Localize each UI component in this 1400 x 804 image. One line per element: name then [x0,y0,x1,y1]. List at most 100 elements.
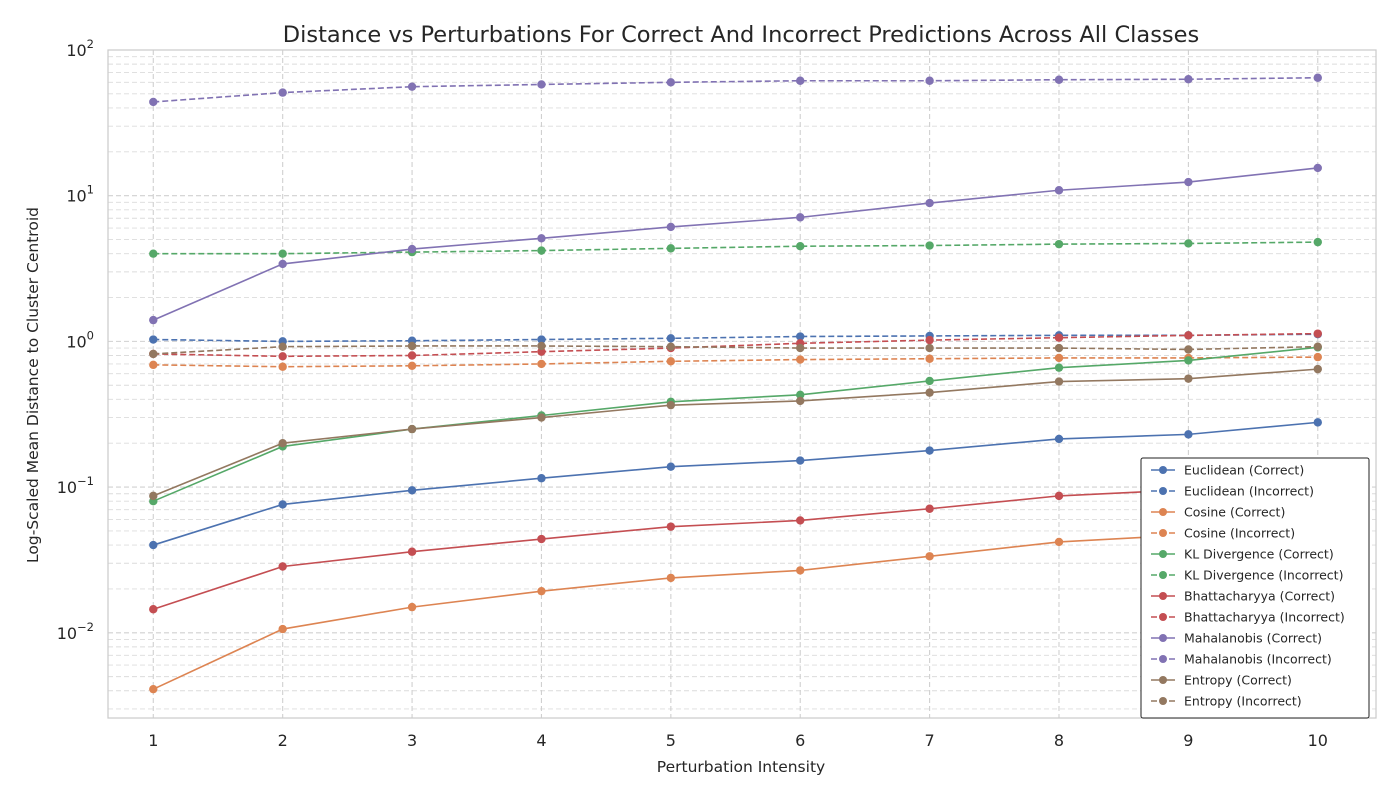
data-point [407,361,417,370]
data-point [278,439,287,448]
data-point [666,400,676,410]
data-point [407,341,417,351]
data-point [925,354,934,363]
data-point [537,534,546,544]
series-line [153,332,1318,358]
data-point [1054,343,1064,353]
series-line [153,421,1318,546]
data-point [666,244,676,253]
data-point [796,516,805,525]
legend-swatch-marker [1159,529,1167,537]
data-point [537,234,546,243]
data-point [1184,374,1193,383]
data-point [149,315,158,325]
data-point [925,552,934,561]
legend-item: Entropy (Incorrect) [1151,694,1302,709]
data-point [925,388,934,397]
data-point [1184,75,1193,84]
data-point [407,424,417,434]
legend-swatch-marker [1159,676,1167,684]
series-lines [149,73,1322,694]
legend-swatch-marker [1159,466,1167,474]
data-point [278,362,287,371]
y-tick-label: 10−2 [57,620,94,643]
chart-title: Distance vs Perturbations For Correct An… [283,22,1199,48]
x-tick-label: 9 [1183,731,1193,750]
legend-label: Mahalanobis (Incorrect) [1184,652,1332,667]
x-tick-label: 7 [925,731,935,750]
data-point [537,341,546,351]
data-point [796,242,805,251]
data-point [1054,537,1064,547]
data-point [278,249,287,258]
data-point [796,213,805,222]
data-point [149,360,158,370]
data-point [1054,333,1064,342]
data-point [666,78,676,87]
series-0 [149,418,1322,550]
data-point [149,540,158,550]
data-point [1054,491,1064,501]
series-11 [149,341,1322,359]
series-line [153,76,1318,103]
series-line [152,346,1318,502]
legend-swatch-marker [1159,655,1167,663]
legend-label: KL Divergence (Correct) [1184,547,1334,562]
data-point [925,241,934,250]
data-point [278,352,287,361]
data-point [1313,237,1322,247]
data-point [407,351,417,360]
data-point [666,334,676,343]
data-point [1054,186,1064,195]
x-tick-label: 10 [1308,731,1328,750]
axis-ticks: 1 2 3 4 5 6 7 8 9 10 10−2 10−1 100 101 102 [57,37,1328,750]
data-point [796,456,805,465]
data-point [149,684,158,694]
data-point [1054,434,1064,444]
legend-swatch-marker [1159,613,1167,621]
x-tick-label: 5 [666,731,676,750]
legend-item: Mahalanobis (Incorrect) [1151,652,1332,667]
data-point [1313,364,1322,374]
y-tick-label: 10−1 [57,474,94,497]
legend-box [1140,457,1370,719]
data-point [1313,418,1322,427]
legend-item: Euclidean (Incorrect) [1151,484,1314,499]
data-point [278,500,287,509]
legend-label: Euclidean (Incorrect) [1184,484,1314,499]
data-point [925,343,934,353]
data-point [1054,239,1064,249]
data-point [796,332,805,341]
data-point [925,376,934,386]
legend-label: Cosine (Incorrect) [1184,526,1295,541]
series-5 [149,237,1322,258]
data-point [149,249,158,258]
y-tick-label: 101 [66,183,94,206]
legend-item: Entropy (Correct) [1151,673,1292,688]
data-point [666,357,676,366]
legend-label: KL Divergence (Incorrect) [1184,568,1343,583]
series-line [152,517,1318,690]
data-point [1184,430,1193,439]
data-point [1054,377,1064,386]
data-point [537,474,546,483]
legend-item: Bhattacharyya (Correct) [1151,589,1335,604]
legend-label: Entropy (Correct) [1184,673,1292,688]
y-axis-label: Log-Scaled Mean Distance to Cluster Cent… [24,207,42,563]
data-point [407,82,417,91]
data-point [407,486,417,495]
data-point [537,80,546,89]
data-point [925,198,934,208]
data-point [1184,356,1193,365]
x-tick-label: 4 [536,731,546,750]
legend-item: Bhattacharyya (Incorrect) [1151,610,1345,625]
legend-swatch-marker [1159,508,1167,516]
data-point [666,462,676,471]
series-9 [149,73,1322,107]
data-point [149,491,158,501]
data-point [278,624,287,634]
data-point [1184,331,1193,340]
data-point [1313,163,1322,173]
